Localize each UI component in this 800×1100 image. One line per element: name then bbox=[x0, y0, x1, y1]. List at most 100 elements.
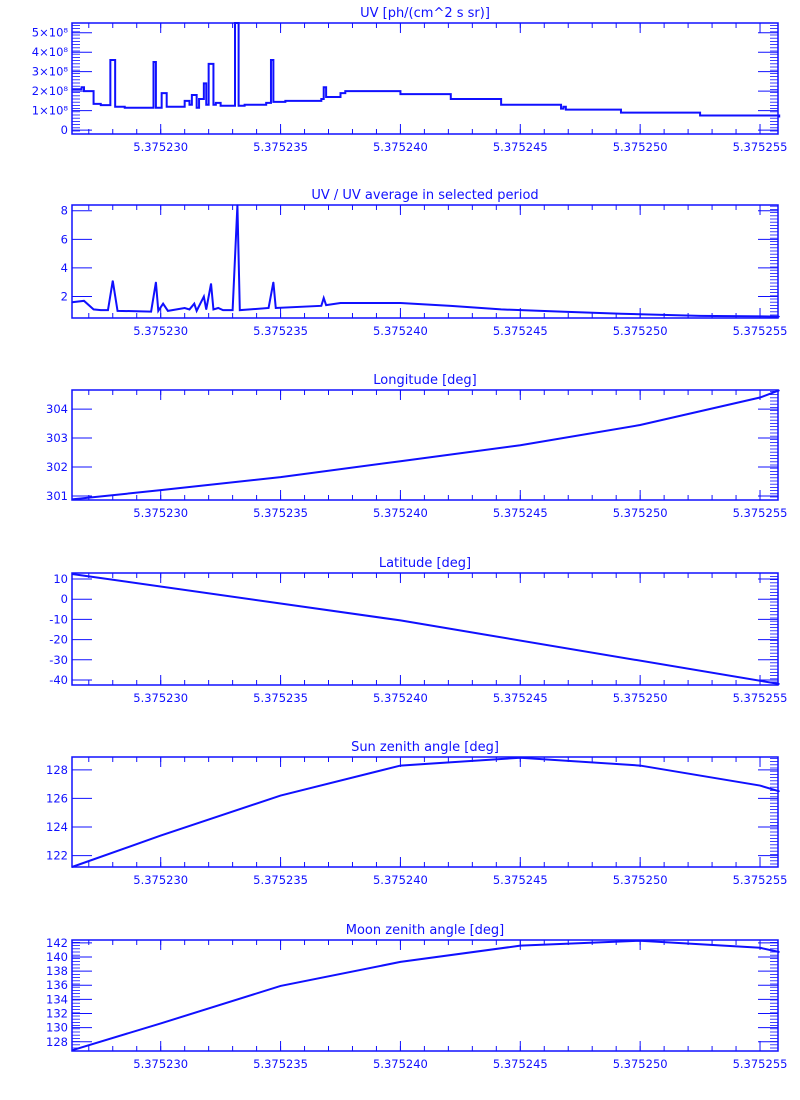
y-tick-label: 8 bbox=[61, 204, 68, 218]
data-point bbox=[114, 106, 116, 108]
data-point bbox=[244, 104, 246, 106]
data-point bbox=[188, 308, 191, 311]
data-point bbox=[699, 315, 701, 317]
data-point bbox=[205, 308, 207, 311]
data-point bbox=[562, 106, 565, 108]
panel-title: Moon zenith angle [deg] bbox=[346, 923, 504, 938]
data-point bbox=[500, 308, 502, 311]
data-point bbox=[519, 444, 521, 446]
x-tick-label: 5.375250 bbox=[613, 506, 668, 520]
y-tick-label: 6 bbox=[61, 232, 68, 246]
data-point bbox=[161, 92, 163, 94]
data-point bbox=[160, 1022, 162, 1025]
data-point bbox=[272, 101, 274, 103]
data-point bbox=[450, 98, 452, 100]
data-point bbox=[83, 300, 85, 302]
data-point bbox=[205, 104, 207, 106]
panel-5: Sun zenith angle [deg] 5.375230 5.375235 5.… bbox=[46, 740, 787, 887]
panel-title: UV [ph/(cm^2 s sr)] bbox=[360, 6, 490, 21]
data-point bbox=[196, 107, 198, 109]
data-point bbox=[196, 310, 198, 312]
data-point bbox=[270, 59, 272, 61]
data-point bbox=[323, 86, 325, 88]
x-tick-label: 5.375250 bbox=[613, 324, 668, 338]
panel-title: Latitude [deg] bbox=[379, 556, 471, 571]
panel-title: UV / UV average in selected period bbox=[311, 188, 538, 203]
data-point bbox=[71, 301, 73, 303]
data-point bbox=[320, 98, 322, 100]
data-point bbox=[184, 307, 186, 309]
y-tick-label: 126 bbox=[46, 791, 68, 805]
panel-1: UV [ph/(cm^2 s sr)] 5.375230 5.375235 5.375… bbox=[32, 6, 788, 154]
data-point bbox=[639, 940, 641, 942]
y-tick-label: 138 bbox=[46, 964, 68, 978]
data-point bbox=[124, 107, 126, 109]
data-point bbox=[83, 90, 85, 92]
data-point bbox=[92, 103, 95, 105]
y-tick-label: 134 bbox=[46, 992, 68, 1006]
y-tick-label: 3×10⁸ bbox=[32, 65, 69, 79]
data-point bbox=[339, 92, 342, 94]
data-point bbox=[399, 961, 402, 963]
x-tick-label: 5.375240 bbox=[373, 506, 428, 520]
data-point bbox=[238, 105, 240, 107]
y-tick-label: 304 bbox=[46, 402, 68, 416]
data-point bbox=[100, 309, 102, 311]
data-point bbox=[71, 498, 73, 501]
data-point bbox=[778, 315, 780, 318]
plot-frame bbox=[71, 389, 779, 501]
data-point bbox=[778, 951, 780, 953]
data-point bbox=[193, 303, 195, 305]
y-tick-label: -10 bbox=[49, 612, 68, 626]
data-point bbox=[112, 280, 114, 282]
x-tick-label: 5.375245 bbox=[493, 691, 548, 705]
x-tick-label: 5.375235 bbox=[253, 1057, 308, 1071]
y-tick-label: -20 bbox=[49, 633, 68, 647]
data-point bbox=[450, 305, 452, 307]
data-point bbox=[272, 281, 274, 283]
series-line bbox=[71, 389, 780, 501]
x-tick-label: 5.375235 bbox=[253, 873, 308, 887]
y-tick-label: 132 bbox=[46, 1007, 68, 1021]
x-tick-label: 5.375235 bbox=[253, 506, 308, 520]
panel-6: Moon zenith angle [deg] 5.375230 5.375235 5… bbox=[46, 923, 787, 1071]
plot-frame bbox=[71, 572, 779, 686]
y-tick-label: 0 bbox=[61, 123, 68, 137]
data-point bbox=[160, 489, 162, 491]
y-tick-label: 142 bbox=[46, 936, 68, 950]
data-point bbox=[188, 104, 191, 106]
data-point bbox=[212, 104, 215, 106]
data-point bbox=[399, 93, 402, 95]
y-tick-label: -40 bbox=[49, 673, 68, 687]
data-point bbox=[220, 105, 222, 107]
y-tick-label: 0 bbox=[61, 592, 68, 606]
series-line bbox=[71, 756, 780, 868]
y-tick-label: 2 bbox=[61, 290, 68, 304]
data-point bbox=[778, 115, 780, 118]
panel-4: Latitude [deg] 5.375230 5.375235 5.375240 5.… bbox=[49, 556, 787, 705]
x-tick-label: 5.375240 bbox=[373, 324, 428, 338]
data-point bbox=[399, 764, 402, 767]
data-point bbox=[320, 305, 322, 307]
data-point bbox=[212, 308, 215, 311]
y-tick-label: 303 bbox=[46, 431, 68, 445]
plot-frame bbox=[71, 22, 779, 135]
data-point bbox=[339, 302, 342, 304]
data-point bbox=[639, 424, 641, 426]
data-point bbox=[191, 94, 193, 96]
data-point bbox=[150, 310, 152, 313]
data-point bbox=[639, 764, 641, 767]
data-point bbox=[279, 476, 282, 478]
x-tick-label: 5.375250 bbox=[613, 140, 668, 154]
data-point bbox=[198, 98, 200, 100]
data-point bbox=[239, 309, 241, 311]
x-tick-label: 5.375240 bbox=[373, 873, 428, 887]
panel-3: Longitude [deg] 5.375230 5.375235 5.375240 5… bbox=[46, 373, 787, 520]
data-point bbox=[222, 309, 224, 311]
data-point bbox=[560, 310, 562, 313]
data-point bbox=[109, 59, 111, 61]
data-point bbox=[203, 82, 205, 84]
data-point bbox=[399, 619, 402, 622]
x-tick-label: 5.375245 bbox=[493, 324, 548, 338]
